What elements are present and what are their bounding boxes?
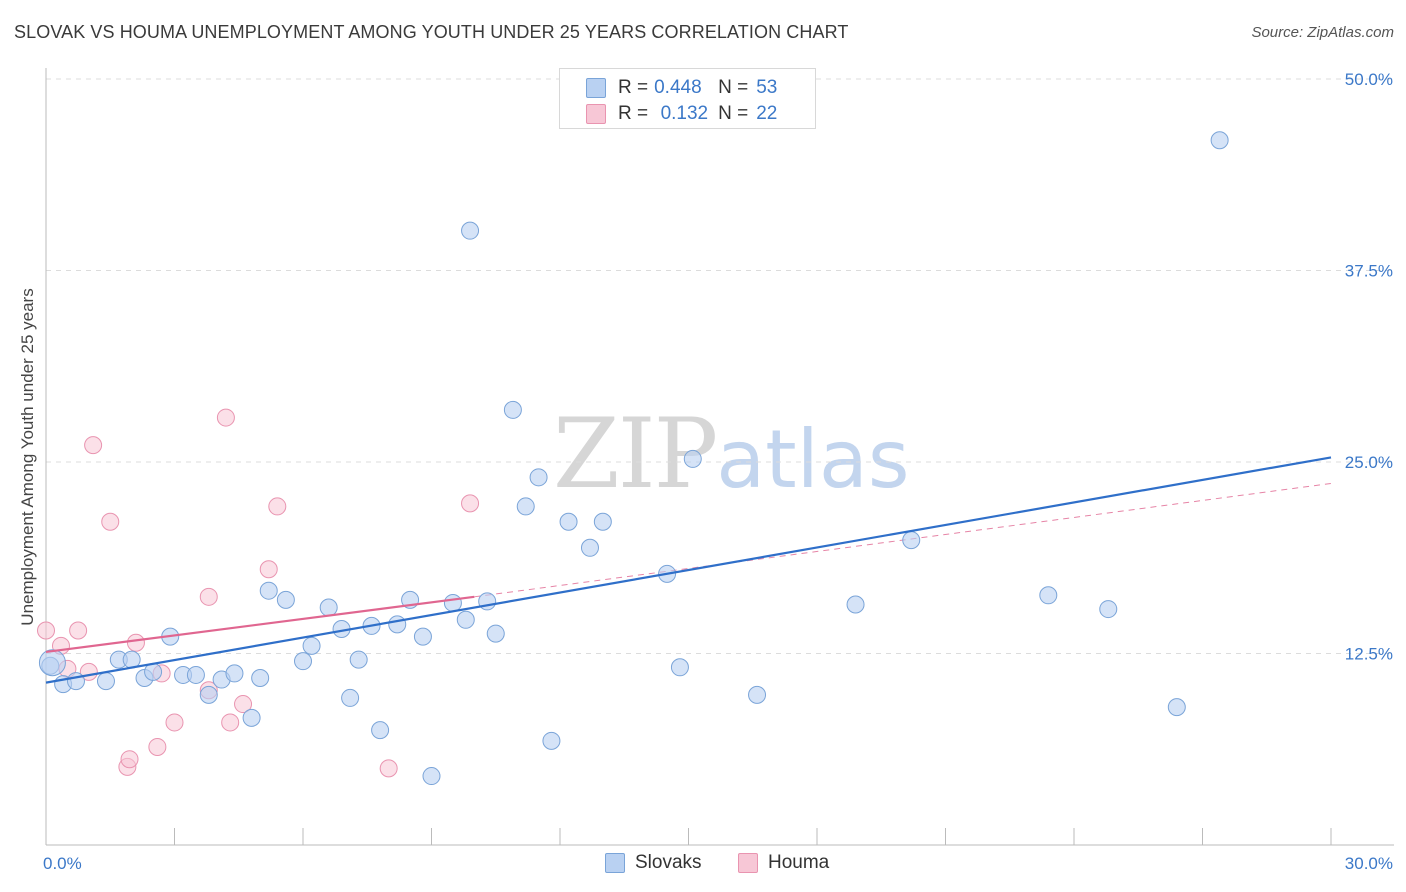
slovaks-point bbox=[443, 593, 462, 612]
y-tick-label: 37.5% bbox=[1345, 262, 1393, 281]
legend-item-houma: Houma bbox=[738, 852, 829, 874]
slovaks-point bbox=[748, 685, 767, 704]
houma-point bbox=[37, 621, 55, 640]
houma-point bbox=[379, 759, 398, 778]
houma-point bbox=[126, 633, 145, 652]
x-tick-label: 0.0% bbox=[43, 854, 82, 873]
slovaks-point bbox=[259, 581, 278, 600]
slovaks-point bbox=[1099, 600, 1118, 619]
legend-n-label: N = bbox=[718, 103, 749, 124]
slovaks-point bbox=[199, 685, 218, 704]
x-tick-label: 30.0% bbox=[1345, 854, 1393, 873]
houma-point bbox=[216, 408, 235, 427]
slovaks-point bbox=[38, 649, 66, 677]
slovaks-point bbox=[413, 627, 432, 646]
legend-r-label: R = bbox=[618, 77, 649, 98]
slovaks-point bbox=[225, 664, 244, 683]
slovaks-point bbox=[670, 658, 689, 677]
y-axis-label: Unemployment Among Youth under 25 years bbox=[18, 288, 37, 626]
slovaks-point bbox=[96, 672, 115, 691]
slovaks-point bbox=[486, 624, 505, 643]
slovaks-point bbox=[516, 497, 535, 516]
slovaks-point bbox=[580, 538, 599, 557]
houma-point bbox=[234, 695, 253, 714]
chart-title: SLOVAK VS HOUMA UNEMPLOYMENT AMONG YOUTH… bbox=[14, 22, 849, 42]
slovaks-point bbox=[529, 468, 548, 487]
legend-r-value: 0.132 bbox=[660, 103, 709, 124]
legend-r-label: R = bbox=[618, 103, 649, 124]
correlation-legend: R = 0.448 N = 53 R = 0.132 N = 22 bbox=[559, 68, 816, 129]
slovaks-point bbox=[503, 400, 522, 419]
slovaks-point bbox=[683, 449, 702, 468]
legend-row-houma: R = 0.132 N = 22 bbox=[586, 102, 777, 126]
slovaks-point bbox=[186, 665, 205, 684]
legend-label-houma: Houma bbox=[768, 852, 830, 873]
y-tick-label: 25.0% bbox=[1345, 453, 1393, 472]
slovaks-trend-line bbox=[45, 456, 1332, 684]
slovaks-point bbox=[593, 512, 612, 531]
slovaks-point bbox=[251, 669, 270, 688]
legend-swatch-slovaks bbox=[605, 853, 625, 873]
slovaks-point bbox=[902, 531, 921, 550]
slovaks-point bbox=[349, 650, 368, 669]
houma-point bbox=[84, 436, 103, 455]
legend-n-value: 53 bbox=[756, 77, 778, 98]
slovaks-point bbox=[371, 721, 390, 740]
houma-point bbox=[120, 750, 139, 769]
legend-item-slovaks: Slovaks bbox=[605, 852, 702, 874]
legend-swatch-houma bbox=[738, 853, 758, 873]
watermark-atlas: atlas bbox=[716, 413, 910, 506]
slovaks-point bbox=[846, 595, 865, 614]
legend-r-value: 0.448 bbox=[654, 77, 702, 98]
houma-point bbox=[69, 621, 88, 640]
series-legend: Slovaks Houma bbox=[0, 852, 1406, 876]
slovaks-point bbox=[542, 731, 561, 750]
houma-point bbox=[221, 713, 240, 732]
slovaks-point bbox=[341, 688, 360, 707]
slovaks-point bbox=[1167, 698, 1186, 717]
slovaks-point bbox=[276, 590, 295, 609]
legend-swatch-houma bbox=[586, 104, 606, 124]
slovaks-point bbox=[319, 598, 338, 617]
y-tick-label: 12.5% bbox=[1345, 645, 1393, 664]
y-tick-label: 50.0% bbox=[1345, 70, 1393, 89]
slovaks-point bbox=[66, 672, 85, 691]
source-label: Source: ZipAtlas.com bbox=[1251, 24, 1394, 41]
houma-point bbox=[148, 737, 167, 756]
slovaks-point bbox=[242, 708, 261, 727]
houma-point bbox=[101, 512, 120, 531]
houma-point bbox=[199, 587, 218, 606]
legend-n-value: 22 bbox=[756, 103, 778, 124]
houma-trend-line bbox=[45, 595, 475, 654]
legend-swatch-slovaks bbox=[586, 78, 606, 98]
legend-n-label: N = bbox=[718, 77, 749, 98]
watermark: ZIPatlas bbox=[553, 398, 910, 510]
slovaks-point bbox=[1039, 586, 1058, 605]
houma-point bbox=[259, 560, 278, 579]
houma-point bbox=[165, 713, 184, 732]
slovaks-point bbox=[294, 652, 312, 671]
slovaks-point bbox=[388, 615, 407, 634]
houma-point bbox=[268, 497, 287, 516]
legend-row-slovaks: R = 0.448 N = 53 bbox=[586, 76, 777, 100]
slovaks-point bbox=[461, 221, 480, 240]
slovaks-point bbox=[456, 610, 475, 629]
houma-point bbox=[461, 494, 480, 513]
slovaks-point bbox=[422, 767, 441, 786]
legend-label-slovaks: Slovaks bbox=[635, 852, 702, 873]
slovaks-point bbox=[559, 512, 578, 531]
slovaks-point bbox=[302, 636, 321, 655]
slovaks-point bbox=[1210, 131, 1229, 150]
